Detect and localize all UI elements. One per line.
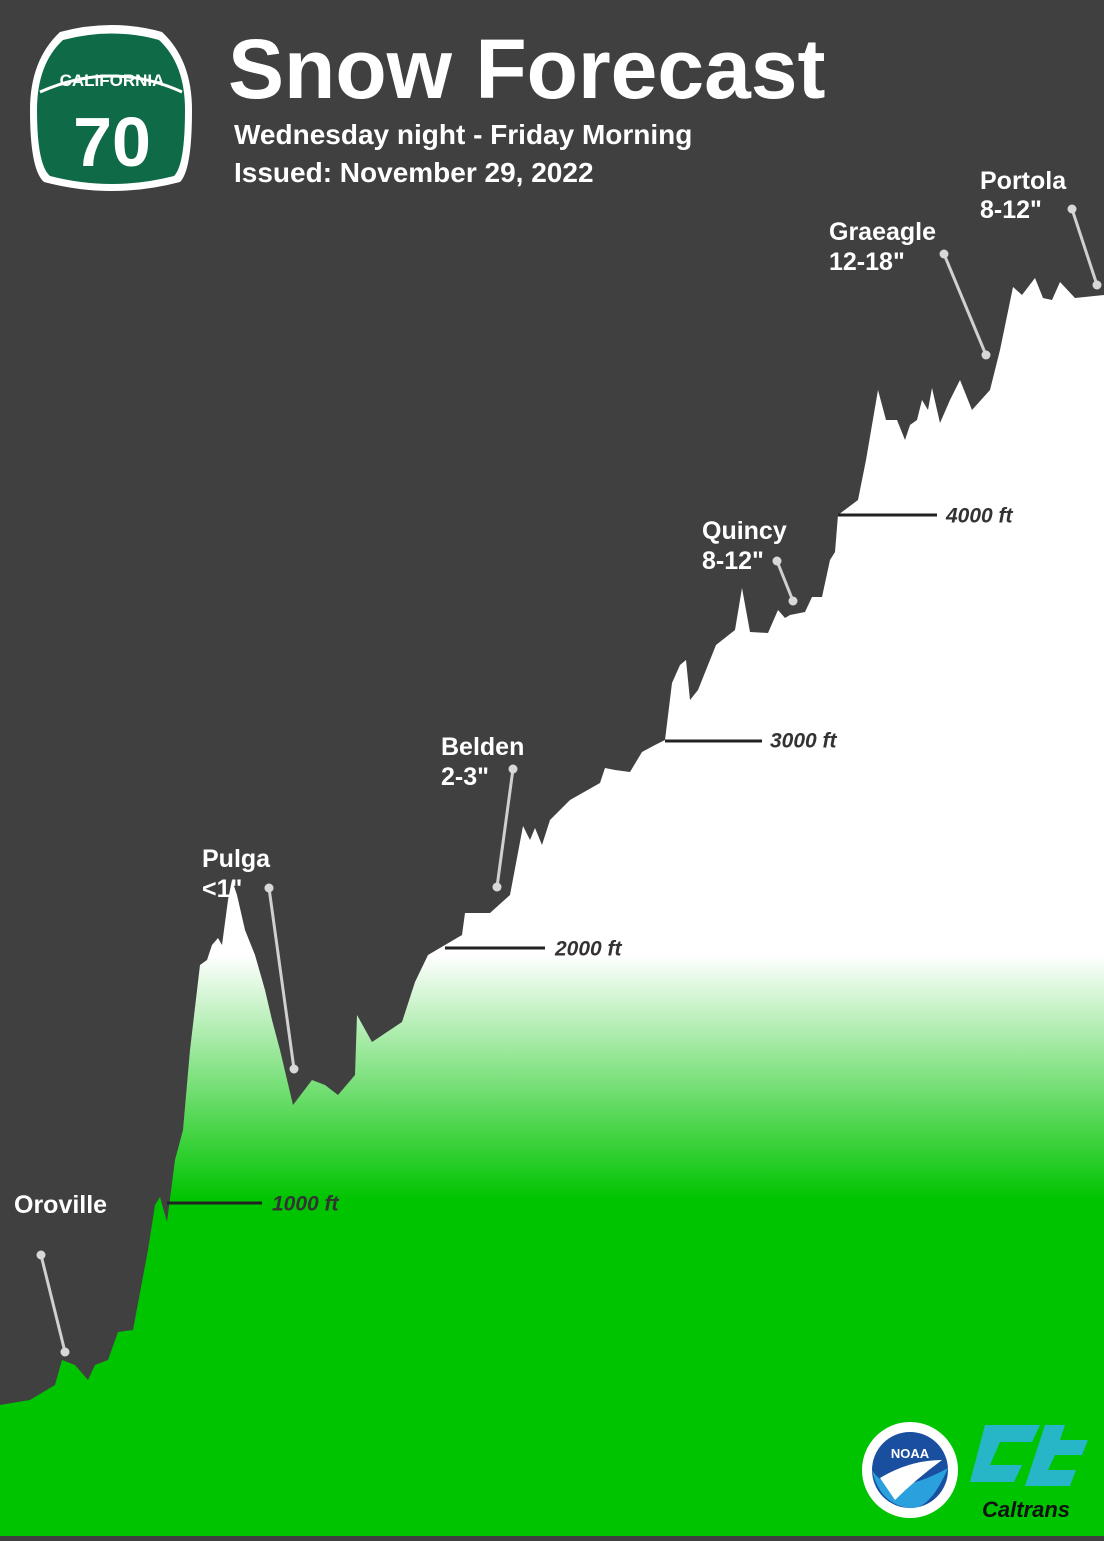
caltrans-logo: Caltrans — [970, 1425, 1088, 1522]
caltrans-text: Caltrans — [982, 1497, 1070, 1522]
location-name: Quincy — [702, 517, 787, 545]
elevation-label: 1000 ft — [272, 1193, 340, 1216]
location-name: Graeagle — [829, 218, 936, 246]
elevation-label: 3000 ft — [770, 730, 838, 753]
locations: Oroville Pulga <1" Belden 2-3" Quincy 8-… — [14, 167, 1102, 1357]
title: Snow Forecast — [228, 22, 825, 116]
location-name: Portola — [980, 167, 1067, 195]
issued-date: Issued: November 29, 2022 — [234, 157, 594, 188]
location-name: Oroville — [14, 1191, 107, 1219]
snow-amount: 2-3" — [441, 763, 489, 791]
noaa-text: NOAA — [891, 1446, 930, 1461]
snow-amount: <1" — [202, 875, 242, 903]
shield: CALIFORNIA 70 — [30, 25, 192, 191]
snow-amount: 8-12" — [702, 547, 764, 575]
shield-state: CALIFORNIA — [60, 71, 165, 90]
noaa-logo: NOAA — [862, 1422, 958, 1518]
location-name: Belden — [441, 733, 524, 761]
snow-amount: 8-12" — [980, 196, 1042, 224]
subtitle: Wednesday night - Friday Morning — [234, 119, 692, 150]
location-name: Pulga — [202, 845, 271, 873]
terrain-profile — [0, 278, 1104, 1536]
elevation-label: 2000 ft — [554, 938, 623, 961]
snow-amount: 12-18" — [829, 248, 905, 276]
elevation-markers: 1000 ft 2000 ft 3000 ft 4000 ft — [167, 505, 1014, 1216]
shield-route: 70 — [73, 103, 151, 181]
elevation-label: 4000 ft — [945, 505, 1014, 528]
